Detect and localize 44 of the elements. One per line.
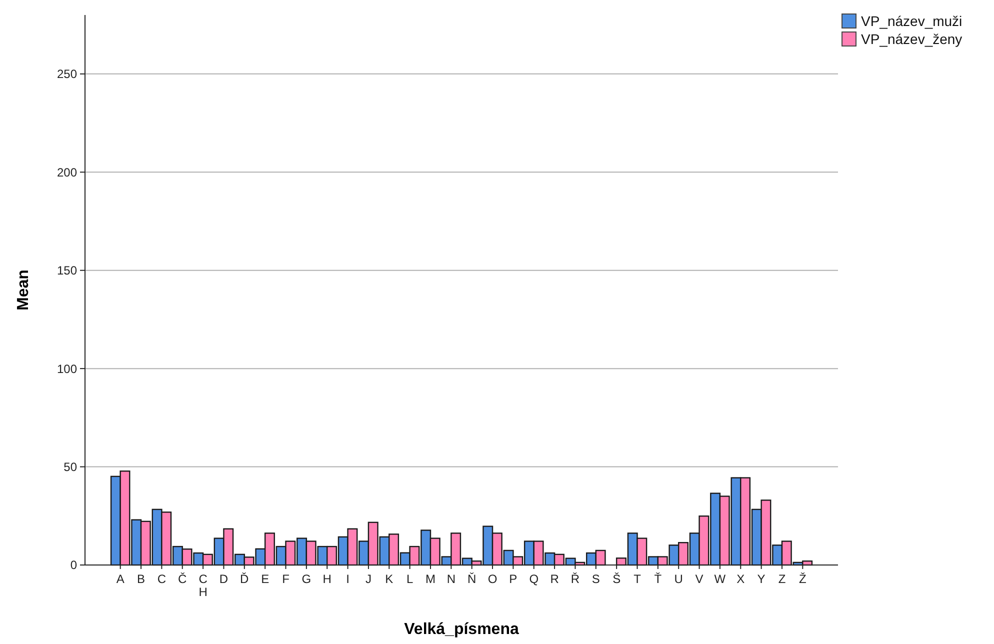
x-tick-label: W: [714, 572, 726, 586]
y-tick-label: 200: [56, 165, 78, 180]
legend-label: VP_název_ženy: [861, 31, 962, 47]
x-tick-label: D: [219, 572, 228, 586]
y-tick-label: 150: [56, 264, 78, 278]
x-tick-label: C: [157, 572, 166, 586]
x-tick-label: S: [592, 572, 600, 586]
x-tick-label: P: [509, 572, 518, 586]
x-axis-title: Velká_písmena: [404, 621, 519, 638]
legend-label: VP_název_muži: [861, 13, 962, 29]
x-tick-label: Y: [757, 572, 766, 586]
x-tick-label: Ň: [468, 572, 476, 586]
x-tick-label: Š: [612, 572, 621, 586]
y-tick-label: 50: [64, 460, 78, 474]
x-tick-label: M: [425, 572, 436, 586]
x-tick-label: I: [346, 572, 350, 586]
x-tick-label: Ř: [570, 572, 580, 586]
x-tick-label: H: [322, 572, 332, 586]
x-tick-label: Z: [778, 572, 786, 586]
x-tick-label: O: [488, 572, 498, 586]
x-tick-label: U: [674, 572, 683, 586]
x-tick-label: Q: [529, 572, 539, 586]
x-tick-label: F: [282, 572, 290, 586]
y-tick-label: 250: [56, 67, 78, 82]
x-tick-label: Ž: [798, 572, 806, 586]
x-tick-label: G: [302, 572, 312, 586]
x-tick-label: Ď: [240, 572, 250, 586]
x-tick-label: A: [116, 572, 124, 586]
x-tick-label: K: [385, 572, 394, 586]
x-tick-label: E: [261, 572, 270, 586]
x-tick-label: T: [634, 572, 642, 586]
x-tick-label: J: [365, 572, 372, 586]
x-tick-label: CH: [198, 572, 208, 599]
x-tick-label: Č: [178, 572, 188, 586]
x-tick-label: B: [137, 572, 146, 586]
x-tick-label: R: [550, 572, 560, 586]
x-tick-label: N: [446, 572, 456, 586]
y-axis-title: Mean: [15, 270, 32, 310]
x-tick-label: Ť: [654, 572, 662, 586]
x-tick-label: V: [695, 572, 704, 586]
x-tick-label: L: [406, 572, 414, 586]
x-tick-label: X: [736, 572, 745, 586]
y-tick-label: 100: [56, 362, 78, 376]
y-tick-label: 0: [70, 558, 78, 572]
